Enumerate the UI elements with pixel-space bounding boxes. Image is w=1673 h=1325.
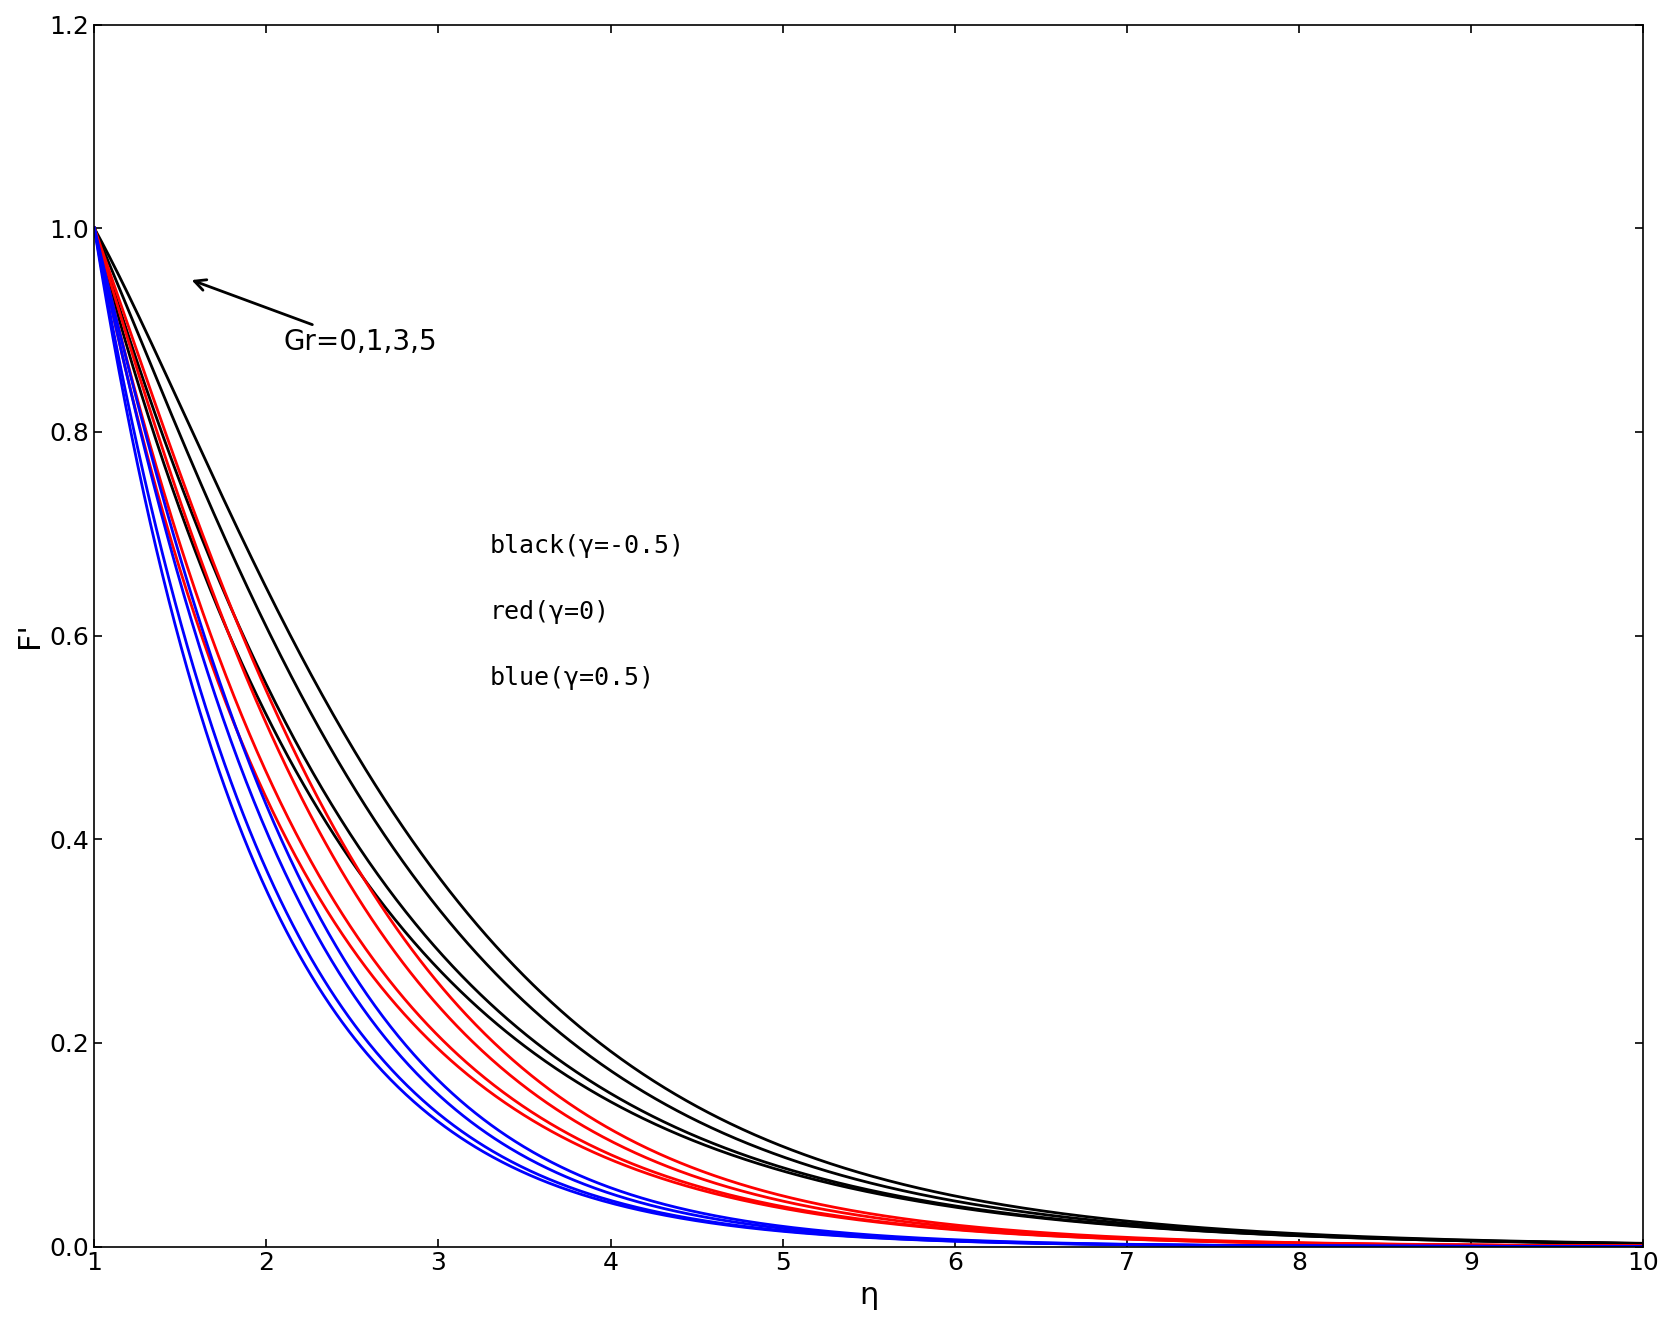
Text: blue(γ=0.5): blue(γ=0.5) (490, 666, 654, 690)
Y-axis label: F': F' (15, 623, 43, 648)
Text: red(γ=0): red(γ=0) (490, 600, 609, 624)
Text: black(γ=-0.5): black(γ=-0.5) (490, 534, 684, 558)
Text: Gr=0,1,3,5: Gr=0,1,3,5 (194, 280, 437, 356)
X-axis label: η: η (858, 1281, 878, 1310)
